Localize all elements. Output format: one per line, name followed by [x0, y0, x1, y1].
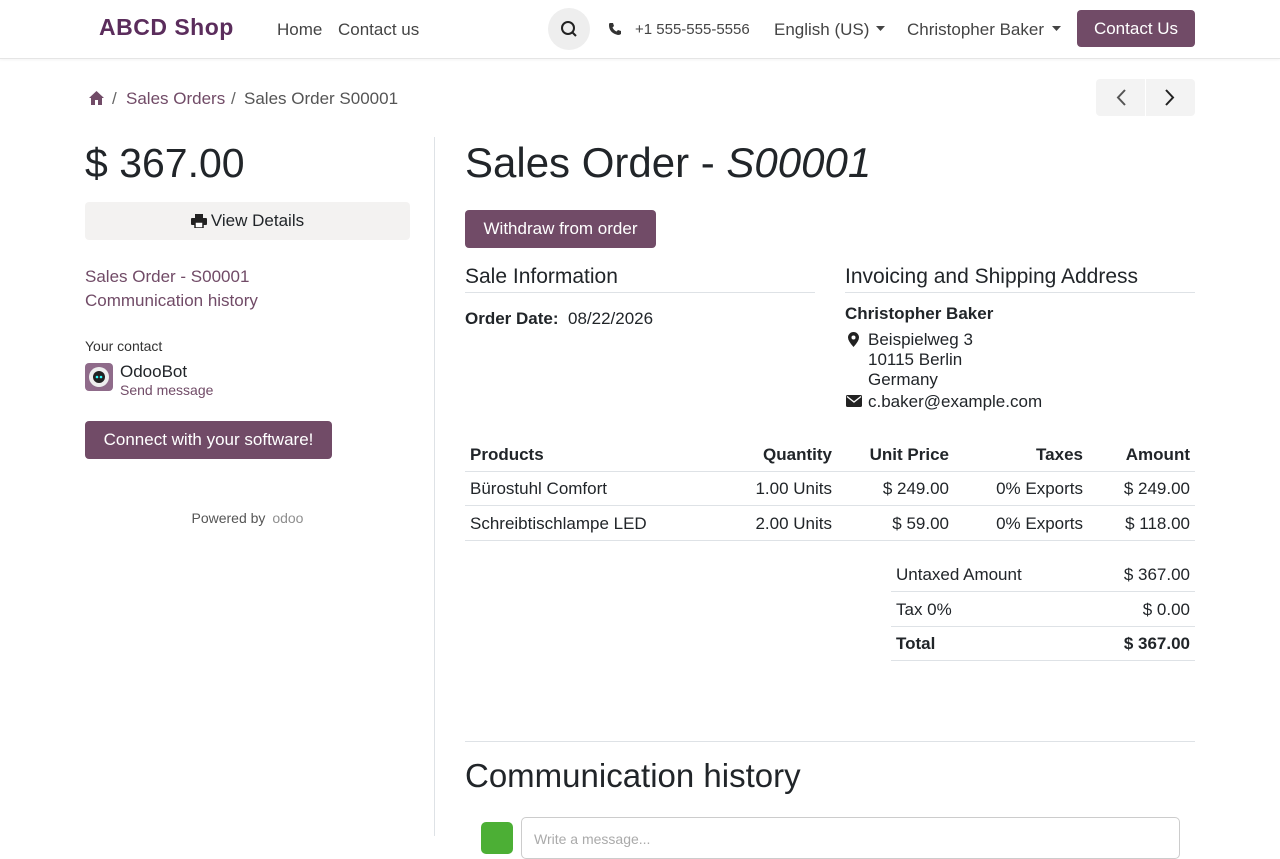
address-line: Beispielweg 3	[868, 330, 973, 349]
caret	[876, 26, 885, 31]
brand[interactable]: ABCD Shop	[99, 14, 234, 40]
order-date-label: Order Date:	[465, 309, 559, 328]
order-date-value: 08/22/2026	[567, 309, 654, 328]
column-header: Quantity	[763, 445, 832, 464]
print-icon	[190, 214, 207, 228]
avatar	[85, 363, 113, 391]
total-value: $ 367.00	[1123, 565, 1190, 584]
order-title: Sales Order - S00001	[465, 142, 871, 184]
divider	[434, 137, 435, 836]
nav-link[interactable]: Home	[277, 20, 323, 39]
caret	[1052, 26, 1061, 31]
search-icon	[561, 21, 577, 37]
address-line: Germany	[868, 370, 938, 389]
search-button[interactable]	[548, 8, 590, 50]
total-label: Tax 0%	[896, 599, 952, 619]
total-label: Total	[896, 634, 936, 653]
rule	[465, 471, 1195, 472]
map-icon	[848, 332, 859, 347]
rule	[891, 591, 1195, 592]
contact-label: Your contact	[85, 338, 163, 354]
sidebar-link[interactable]: Sales Order - S00001	[85, 267, 250, 286]
amount: $ 367.00	[85, 140, 245, 186]
column-header: Products	[470, 445, 544, 464]
rule	[465, 292, 815, 293]
section-title: Invoicing and Shipping Address	[845, 265, 1139, 288]
envelope-icon	[846, 395, 862, 407]
email: c.baker@example.com	[868, 392, 1043, 411]
separator: /	[231, 89, 236, 108]
message-input[interactable]: Write a message...	[521, 817, 1180, 859]
cell: 2.00 Units	[755, 514, 832, 533]
customer: Christopher Baker	[845, 304, 994, 323]
cell: $ 59.00	[892, 514, 949, 533]
title-text: Sales Order -	[465, 139, 715, 186]
cell: $ 249.00	[1123, 479, 1190, 498]
rule	[465, 540, 1195, 541]
sidebar-link[interactable]: Communication history	[85, 291, 258, 310]
cell: 1.00 Units	[755, 479, 832, 498]
phone-icon	[609, 23, 621, 35]
view-details-button[interactable]: View Details	[85, 202, 410, 240]
cell: $ 249.00	[882, 479, 949, 498]
breadcrumb-current: Sales Order S00001	[244, 89, 399, 108]
order-ref: S00001	[726, 139, 872, 186]
cell: $ 118.00	[1125, 514, 1190, 533]
address-line: 10115 Berlin	[868, 350, 963, 369]
phone[interactable]: +1 555-555-5556	[635, 21, 750, 38]
column-header: Unit Price	[869, 445, 949, 464]
cell: Bürostuhl Comfort	[470, 479, 607, 498]
pager	[1096, 79, 1195, 116]
nav-link[interactable]: Contact us	[338, 20, 420, 39]
chatter-avatar	[481, 822, 513, 854]
breadcrumb-link[interactable]: Sales Orders	[126, 89, 226, 108]
rule	[891, 660, 1195, 661]
rule	[465, 741, 1195, 742]
connect-button[interactable]: Connect with your software!	[85, 421, 332, 459]
home-icon[interactable]	[89, 91, 104, 105]
cell: Schreibtischlampe LED	[470, 514, 647, 533]
column-header: Taxes	[1036, 445, 1083, 464]
cell: 0% Exports	[996, 514, 1083, 533]
pager-arrows[interactable]	[1096, 79, 1195, 116]
user-menu[interactable]: Christopher Baker	[907, 20, 1045, 39]
powered-by: Powered by odoo	[85, 510, 410, 526]
rule	[465, 505, 1195, 506]
section-title: Sale Information	[465, 265, 618, 288]
total-value: $ 0.00	[1142, 599, 1190, 619]
history-title: Communication history	[465, 757, 801, 794]
cell: 0% Exports	[996, 479, 1083, 498]
column-header: Amount	[1125, 445, 1190, 464]
header: ABCD Shop Home Contact us +1 555-555-555…	[0, 0, 1280, 59]
total-value: $ 367.00	[1123, 634, 1190, 653]
total-label: Untaxed Amount	[896, 565, 1022, 584]
view-details-label: View Details	[210, 211, 305, 230]
withdraw-button[interactable]: Withdraw from order	[465, 210, 656, 248]
order-date: Order Date: 08/22/2026	[465, 310, 653, 327]
contact-us-button[interactable]: Contact Us	[1077, 10, 1195, 47]
powered-brand[interactable]: odoo	[272, 510, 304, 526]
rule	[845, 292, 1195, 293]
send-message[interactable]: Send message	[120, 382, 214, 398]
placeholder: Write a message...	[534, 831, 651, 847]
contact-name: OdooBot	[120, 362, 188, 381]
separator: /	[112, 89, 117, 108]
rule	[891, 625, 1195, 627]
powered-by-label: Powered by	[191, 510, 266, 526]
language[interactable]: English (US)	[774, 20, 870, 39]
